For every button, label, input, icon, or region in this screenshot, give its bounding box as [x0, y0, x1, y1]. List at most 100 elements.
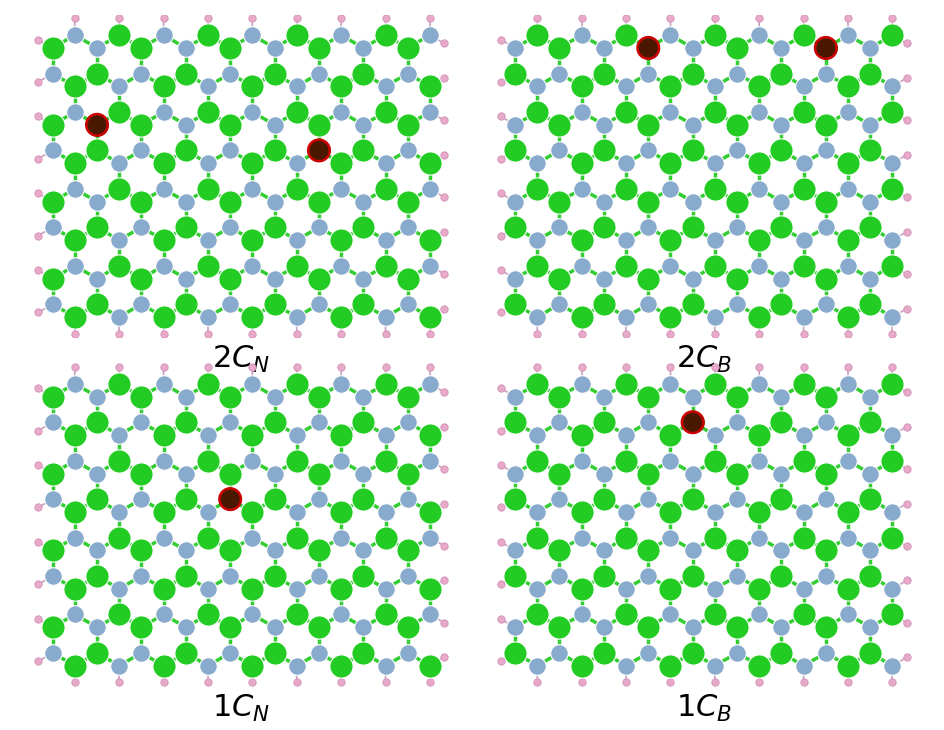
Point	[662, 378, 677, 390]
Point	[899, 37, 914, 49]
Point	[884, 660, 899, 672]
Point	[156, 429, 171, 441]
Point	[862, 416, 877, 428]
Point	[750, 660, 766, 672]
Point	[618, 158, 633, 169]
Point	[493, 383, 508, 394]
Point	[596, 570, 611, 582]
Point	[422, 29, 437, 41]
Point	[530, 12, 545, 24]
Point	[156, 183, 171, 195]
Point	[750, 29, 766, 41]
Point	[899, 421, 914, 433]
Point	[333, 29, 348, 41]
Point	[200, 677, 215, 688]
Point	[30, 76, 45, 88]
Point	[90, 468, 105, 480]
Point	[378, 80, 393, 92]
Point	[530, 429, 545, 441]
Point	[244, 311, 260, 323]
Point	[267, 196, 282, 207]
Point	[399, 119, 414, 131]
Point	[750, 183, 766, 195]
Point	[200, 583, 215, 595]
Point	[399, 196, 414, 207]
Point	[530, 531, 545, 543]
Point	[156, 328, 171, 339]
Point	[493, 613, 508, 625]
Point	[706, 378, 721, 390]
Point	[399, 391, 414, 402]
Point	[378, 506, 393, 518]
Point	[67, 234, 82, 246]
Point	[551, 621, 566, 633]
Point	[311, 196, 326, 207]
Point	[244, 583, 260, 595]
Point	[134, 621, 149, 633]
Point	[200, 378, 215, 390]
Point	[378, 677, 393, 688]
Point	[90, 221, 105, 233]
Point	[45, 221, 60, 233]
Point	[795, 311, 810, 323]
Point	[399, 68, 414, 80]
Point	[378, 609, 393, 620]
Point	[134, 273, 149, 285]
Point	[200, 609, 215, 620]
Point	[436, 498, 451, 510]
Point	[422, 234, 437, 246]
Point	[818, 570, 833, 582]
Point	[618, 609, 633, 620]
Point	[30, 656, 45, 667]
Point	[750, 506, 766, 518]
Point	[422, 609, 437, 620]
Point	[178, 493, 194, 505]
Point	[729, 221, 744, 233]
Point	[378, 260, 393, 272]
Point	[839, 80, 854, 92]
Point	[45, 299, 60, 310]
Point	[839, 12, 854, 24]
Point	[111, 429, 126, 441]
Point	[574, 234, 589, 246]
Point	[67, 361, 82, 373]
Point	[839, 158, 854, 169]
Point	[45, 119, 60, 131]
Point	[884, 260, 899, 272]
Point	[30, 307, 45, 318]
Point	[289, 80, 304, 92]
Point	[839, 506, 854, 518]
Point	[729, 621, 744, 633]
Point	[618, 429, 633, 441]
Point	[574, 106, 589, 118]
Point	[795, 609, 810, 620]
Point	[862, 145, 877, 156]
Point	[134, 545, 149, 556]
Point	[507, 196, 522, 207]
Point	[551, 273, 566, 285]
Point	[684, 468, 700, 480]
Point	[574, 311, 589, 323]
Point	[899, 498, 914, 510]
Point	[839, 183, 854, 195]
Point	[662, 660, 677, 672]
Point	[156, 531, 171, 543]
Point	[67, 29, 82, 41]
Point	[493, 307, 508, 318]
Point	[662, 677, 677, 688]
Point	[178, 273, 194, 285]
Point	[750, 609, 766, 620]
Point	[399, 493, 414, 505]
Point	[884, 429, 899, 441]
Point	[200, 260, 215, 272]
Point	[530, 106, 545, 118]
Point	[574, 29, 589, 41]
Point	[178, 468, 194, 480]
Point	[67, 158, 82, 169]
Point	[111, 660, 126, 672]
Point	[30, 383, 45, 394]
Point	[862, 391, 877, 402]
Point	[640, 493, 655, 505]
Point	[90, 68, 105, 80]
Point	[640, 221, 655, 233]
